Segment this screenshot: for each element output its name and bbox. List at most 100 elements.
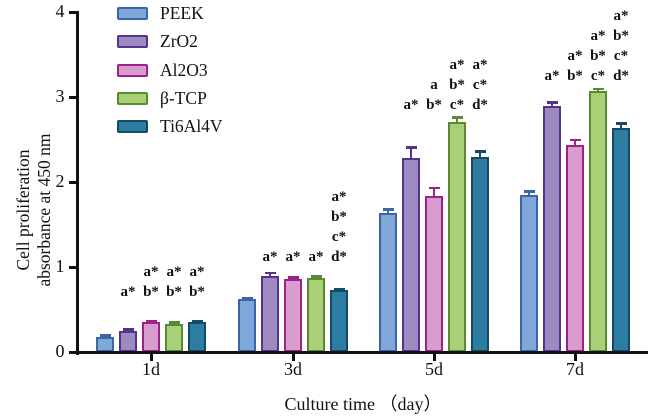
significance-label: a* [189, 264, 205, 280]
significance-label: a* [308, 249, 324, 265]
y-axis-title-line2: absorbance at 450 nm [34, 133, 54, 287]
legend-swatch-Ti6Al4V [117, 120, 148, 134]
error-bar-cap [191, 319, 203, 323]
significance-label: a* [403, 97, 419, 113]
bar-PEEK-1d [96, 336, 114, 352]
significance-label: d* [613, 68, 629, 84]
error-bar-ZrO2-7d [551, 102, 553, 111]
significance-label: b* [449, 77, 465, 93]
bar-Ti6Al4V-5d [471, 156, 489, 352]
bar-PEEK-3d [238, 299, 256, 352]
y-tick-label: 1 [55, 256, 65, 276]
error-bar-PEEK-5d [387, 209, 389, 218]
significance-label: a [430, 77, 438, 93]
significance-label: c* [472, 77, 488, 93]
significance-label: b* [331, 209, 347, 225]
significance-label: c* [331, 229, 347, 245]
legend-label: PEEK [160, 3, 204, 23]
bar-ZrO2-1d [119, 330, 137, 352]
y-axis-title-line1: Cell proliferation [13, 149, 33, 271]
y-tick [68, 266, 76, 269]
error-bar-cap [546, 101, 558, 104]
error-bar-ZrO2-5d [410, 147, 412, 163]
y-axis-title: Cell proliferation absorbance at 450 nm [13, 90, 55, 330]
legend-label: ZrO2 [160, 31, 198, 52]
error-bar-cap [592, 87, 604, 90]
bar-PEEK-5d [379, 213, 397, 352]
error-bar-cap [523, 190, 535, 193]
error-bar-cap [405, 146, 417, 149]
bar-β-TCP-3d [307, 278, 325, 352]
y-tick-label: 3 [55, 86, 65, 106]
x-axis-line [75, 351, 648, 354]
bar-Al2O3-1d [142, 322, 160, 352]
significance-label: a* [166, 264, 182, 280]
error-bar-Ti6Al4V-7d [620, 123, 622, 133]
error-bar-cap [474, 150, 486, 153]
significance-label: a* [567, 48, 583, 64]
legend-swatch-PEEK [117, 7, 148, 20]
x-tick [150, 354, 153, 361]
error-bar-cap [569, 138, 581, 141]
error-bar-cap [122, 328, 134, 331]
error-bar-cap [310, 275, 322, 278]
x-tick [292, 354, 295, 361]
significance-label: a* [544, 68, 560, 84]
significance-label: a* [331, 189, 347, 205]
y-tick-label: 2 [55, 171, 65, 191]
error-bar-cap [333, 287, 345, 291]
x-tick [433, 354, 436, 361]
y-tick-label: 0 [55, 341, 65, 361]
error-bar-Al2O3-7d [574, 139, 576, 149]
error-bar-cap [241, 296, 253, 300]
bar-ZrO2-7d [543, 106, 561, 352]
significance-label: b* [590, 48, 606, 64]
error-bar-cap [145, 319, 157, 323]
error-bar-cap [168, 321, 180, 324]
error-bar-Ti6Al4V-5d [479, 151, 481, 161]
legend-label: Ti6Al4V [160, 116, 223, 137]
legend-swatch-ZrO2 [117, 35, 148, 49]
error-bar-cap [382, 208, 394, 211]
bar-ZrO2-3d [261, 276, 279, 352]
significance-label: b* [166, 284, 182, 300]
bar-β-TCP-1d [165, 323, 183, 352]
bar-ZrO2-5d [402, 158, 420, 352]
significance-label: a* [472, 57, 488, 73]
significance-label: b* [143, 284, 159, 300]
error-bar-Al2O3-5d [433, 187, 435, 201]
bar-PEEK-7d [520, 194, 538, 352]
bar-Al2O3-3d [284, 278, 302, 352]
error-bar-cap [615, 122, 627, 125]
error-bar-β-TCP-5d [456, 117, 458, 126]
bar-Ti6Al4V-1d [188, 322, 206, 352]
significance-label: a* [120, 284, 136, 300]
y-tick [68, 11, 76, 14]
error-bar-cap [428, 186, 440, 190]
legend-label: Al2O3 [160, 59, 208, 80]
bar-β-TCP-7d [589, 91, 607, 352]
error-bar-cap [99, 334, 111, 337]
x-axis-title: Culture time （day） [284, 394, 442, 414]
significance-label: b* [567, 68, 583, 84]
y-tick [68, 96, 76, 99]
y-axis-line [75, 11, 79, 355]
significance-label: a* [143, 264, 159, 280]
x-tick-label: 5d [425, 359, 443, 379]
significance-label: a* [262, 249, 278, 265]
error-bar-cap [264, 271, 276, 275]
legend-label: β-TCP [160, 87, 207, 108]
significance-label: a* [590, 28, 606, 44]
significance-label: b* [426, 97, 442, 113]
significance-label: a* [285, 249, 301, 265]
bar-β-TCP-5d [448, 121, 466, 352]
bar-Ti6Al4V-7d [612, 128, 630, 352]
significance-label: c* [590, 68, 606, 84]
significance-label: a* [449, 57, 465, 73]
bar-Ti6Al4V-3d [330, 289, 348, 352]
x-tick-label: 1d [142, 359, 160, 379]
y-tick [68, 351, 76, 354]
x-tick-label: 3d [284, 359, 302, 379]
error-bar-cap [287, 276, 299, 279]
